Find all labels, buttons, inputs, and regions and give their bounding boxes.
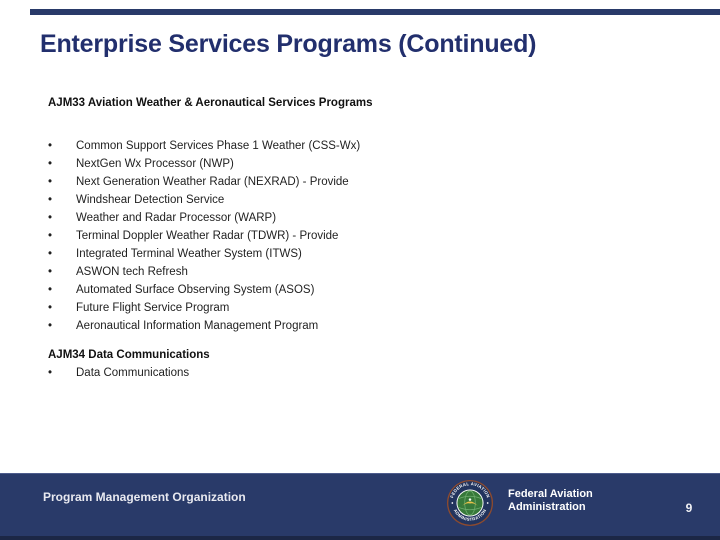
bullet-marker: • (48, 320, 53, 332)
bullet-marker: • (48, 158, 53, 170)
section-heading-ajm34: AJM34 Data Communications (48, 349, 210, 361)
bullet-item: • Weather and Radar Processor (WARP) (48, 211, 678, 229)
bullet-text: Common Support Services Phase 1 Weather … (76, 140, 361, 152)
faa-seal-icon: FEDERAL AVIATION ADMINISTRATION (446, 479, 494, 527)
bullet-marker: • (48, 266, 53, 278)
bullet-marker: • (48, 212, 53, 224)
top-rule (30, 9, 720, 15)
bullet-text: ASWON tech Refresh (76, 266, 188, 278)
bullet-item: • ASWON tech Refresh (48, 265, 678, 283)
bullet-item: • Next Generation Weather Radar (NEXRAD)… (48, 175, 678, 193)
bullet-marker: • (48, 194, 53, 206)
bullet-marker: • (48, 284, 53, 296)
footer-bar: Program Management Organization FEDERAL … (0, 473, 720, 540)
bullet-text: Windshear Detection Service (76, 194, 225, 206)
footer-agency-line1: Federal Aviation (508, 488, 593, 500)
bullet-text: Data Communications (76, 367, 190, 379)
bullet-item: • Aeronautical Information Management Pr… (48, 319, 678, 337)
bullet-text: Automated Surface Observing System (ASOS… (76, 284, 315, 296)
footer-agency-name: Federal Aviation Administration (508, 488, 593, 514)
bullet-item: • Automated Surface Observing System (AS… (48, 283, 678, 301)
section-heading-ajm33: AJM33 Aviation Weather & Aeronautical Se… (48, 97, 373, 109)
page-title: Enterprise Services Programs (Continued) (40, 30, 537, 58)
bullet-text: Integrated Terminal Weather System (ITWS… (76, 248, 302, 260)
footer-organization: Program Management Organization (43, 490, 246, 504)
footer-agency-line2: Administration (508, 501, 586, 513)
bullet-text: Terminal Doppler Weather Radar (TDWR) - … (76, 230, 339, 242)
slide-body: AJM33 Aviation Weather & Aeronautical Se… (48, 96, 678, 384)
bullet-text: Aeronautical Information Management Prog… (76, 320, 319, 332)
bullet-item: • Future Flight Service Program (48, 301, 678, 319)
bullet-text: Future Flight Service Program (76, 302, 230, 314)
bullet-marker: • (48, 230, 53, 242)
bullet-text: Weather and Radar Processor (WARP) (76, 212, 277, 224)
bullet-item: • Windshear Detection Service (48, 193, 678, 211)
bullet-text: NextGen Wx Processor (NWP) (76, 158, 234, 170)
bullet-item: • NextGen Wx Processor (NWP) (48, 157, 678, 175)
bullet-marker: • (48, 367, 53, 379)
bullet-marker: • (48, 140, 53, 152)
bullet-text: Next Generation Weather Radar (NEXRAD) -… (76, 176, 349, 188)
bullet-item: • Terminal Doppler Weather Radar (TDWR) … (48, 229, 678, 247)
bullet-marker: • (48, 248, 53, 260)
page-number: 9 (685, 501, 693, 515)
bullet-marker: • (48, 176, 53, 188)
bullet-item: • Common Support Services Phase 1 Weathe… (48, 139, 678, 157)
bullet-item: • Integrated Terminal Weather System (IT… (48, 247, 678, 265)
bullet-marker: • (48, 302, 53, 314)
bullet-item: • Data Communications (48, 366, 678, 384)
